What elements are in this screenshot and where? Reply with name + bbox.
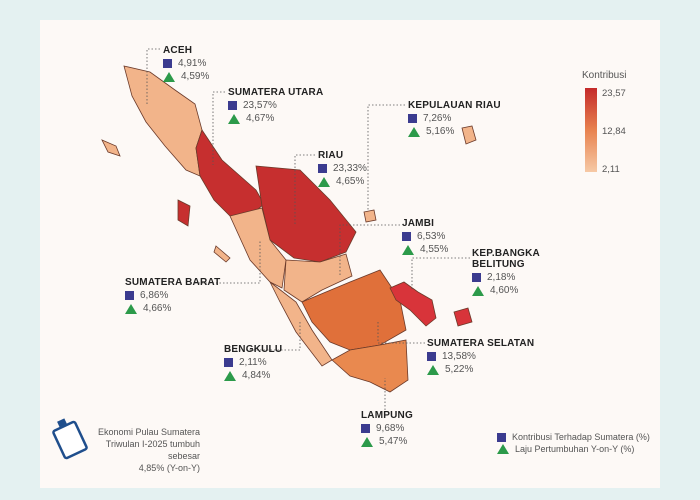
triangle-icon [163,71,175,82]
triangle-icon [427,364,439,375]
laju: 5,22% [445,364,474,375]
triangle-icon [125,303,137,314]
label-bangka-belitung: KEP.BANGKA BELITUNG 2,18% 4,60% [472,248,540,296]
square-icon [408,114,417,123]
laju: 5,16% [426,126,455,137]
triangle-icon [318,176,330,187]
kontribusi: 2,11% [239,357,267,368]
province-name: RIAU [318,150,344,161]
scale-max: 23,57 [602,88,626,99]
summary-line1: Ekonomi Pulau Sumatera [97,427,200,437]
label-sumatera-utara: SUMATERA UTARA 23,57% 4,67% [228,87,323,124]
kontribusi: 7,26% [423,113,452,124]
laju: 4,55% [420,244,449,255]
triangle-icon [224,370,236,381]
province-name: ACEH [163,45,193,56]
key-legend: Kontribusi Terhadap Sumatera (%) Laju Pe… [497,430,650,454]
kontribusi: 4,91% [178,58,207,69]
triangle-icon [228,113,240,124]
province-bengkulu [269,281,333,367]
province-name: LAMPUNG [361,410,413,421]
label-aceh: ACEH 4,91% 4,59% [163,45,209,82]
province-kepulauan-riau [363,209,377,223]
province-sumatera-selatan [301,269,407,351]
kontribusi: 6,53% [417,231,446,242]
label-bengkulu: BENGKULU 2,11% 4,84% [224,344,282,381]
province-lampung [331,339,409,393]
scale-min: 2,11 [602,164,620,175]
legend-title: Kontribusi [582,70,627,81]
triangle-icon [402,244,414,255]
province-aceh [123,65,203,177]
triangle-icon [472,285,484,296]
summary-text: Ekonomi Pulau Sumatera Triwulan I-2025 t… [90,426,200,474]
province-sumatera-barat [229,207,287,289]
square-icon [361,424,370,433]
kontribusi: 2,18% [487,272,516,283]
province-name: SUMATERA UTARA [228,87,324,98]
square-icon [472,273,481,282]
square-icon [224,358,233,367]
square-icon [497,432,506,442]
label-sumatera-selatan: SUMATERA SELATAN 13,58% 5,22% [427,338,534,375]
label-jambi: JAMBI 6,53% 4,55% [402,218,448,255]
square-icon [402,232,411,241]
laju: 4,67% [246,113,275,124]
province-name: BENGKULU [224,344,283,355]
kontribusi: 23,57% [243,100,277,111]
province-jambi [283,253,353,303]
province-name-line2: BELITUNG [472,259,525,270]
label-lampung: LAMPUNG 9,68% 5,47% [361,410,413,447]
kontribusi: 9,68% [376,423,405,434]
summary-line2: Triwulan I-2025 tumbuh sebesar [105,439,200,461]
key-triangle-label: Laju Pertumbuhan Y-on-Y (%) [515,444,635,454]
kontribusi: 6,86% [140,290,169,301]
triangle-icon [361,436,373,447]
label-kepulauan-riau: KEPULAUAN RIAU 7,26% 5,16% [408,100,501,137]
square-icon [228,101,237,110]
key-square-label: Kontribusi Terhadap Sumatera (%) [512,432,650,442]
laju: 4,60% [490,285,519,296]
square-icon [125,291,134,300]
color-scale-bar [585,88,597,172]
label-riau: RIAU 23,33% 4,65% [318,150,367,187]
kontribusi: 13,58% [442,351,476,362]
scale-mid: 12,84 [602,126,626,137]
summary-line3: 4,85% (Y-on-Y) [138,463,200,473]
laju: 4,66% [143,303,172,314]
square-icon [427,352,436,361]
square-icon [318,164,327,173]
square-icon [163,59,172,68]
province-bangka-belitung [389,281,437,327]
triangle-icon [408,126,420,137]
province-name: KEP.BANGKA [472,248,540,259]
province-sumatera-utara [195,129,265,217]
kontribusi: 23,33% [333,163,367,174]
province-name: SUMATERA SELATAN [427,338,535,349]
laju: 4,59% [181,71,210,82]
triangle-icon [497,444,509,454]
laju: 4,84% [242,370,271,381]
province-name: KEPULAUAN RIAU [408,100,501,111]
laju: 5,47% [379,436,408,447]
label-sumatera-barat: SUMATERA BARAT 6,86% 4,66% [125,277,220,314]
province-name: SUMATERA BARAT [125,277,221,288]
laju: 4,65% [336,176,365,187]
province-name: JAMBI [402,218,435,229]
